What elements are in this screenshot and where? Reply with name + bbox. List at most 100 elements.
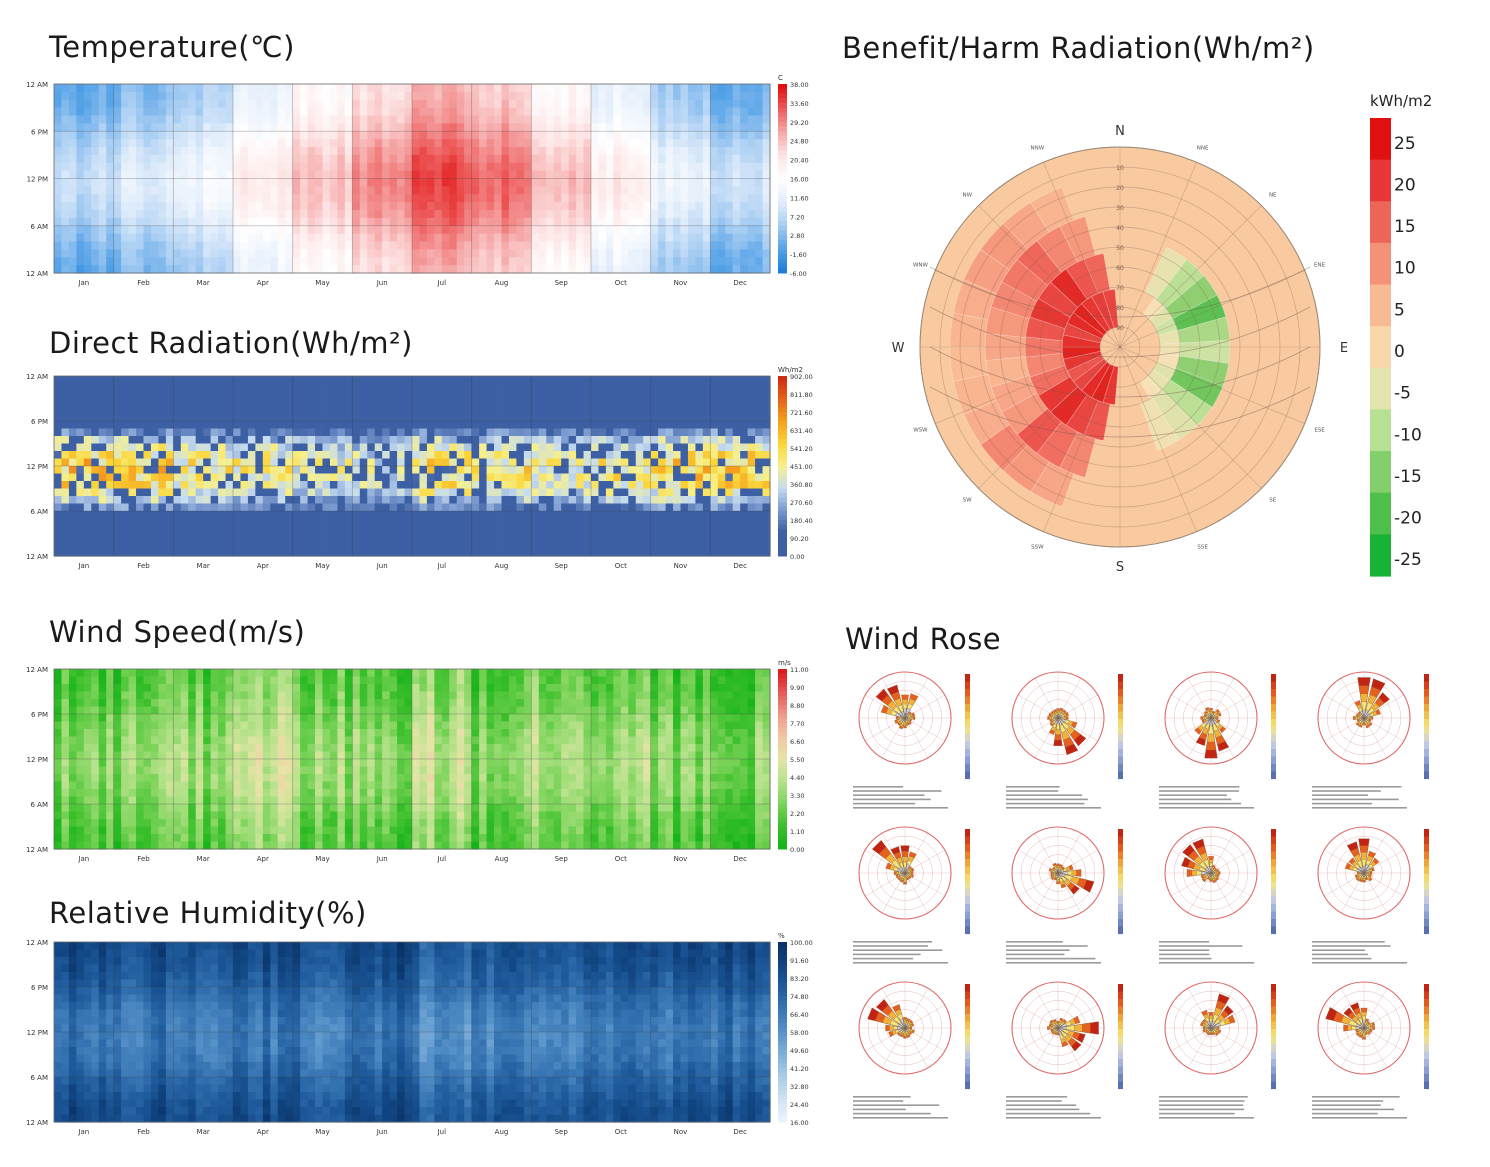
- temperature-cell: [158, 186, 167, 195]
- direct-cell: [531, 421, 540, 430]
- direct-cell: [695, 503, 704, 512]
- temperature-cell: [61, 107, 70, 117]
- temperature-cell: [255, 84, 264, 93]
- temperature-cell: [732, 131, 741, 140]
- direct-cell: [687, 436, 697, 445]
- wind-cell: [91, 804, 100, 813]
- direct-cell: [128, 436, 137, 445]
- direct-cell: [359, 488, 368, 497]
- direct-cell: [643, 481, 652, 490]
- temperature-cell: [665, 257, 674, 266]
- direct-cell: [680, 481, 689, 490]
- direct-legend-swatch: [778, 533, 787, 539]
- direct-cell: [576, 421, 585, 430]
- direct-cell: [523, 511, 532, 520]
- direct-cell: [441, 413, 450, 422]
- direct-legend-swatch: [778, 457, 787, 462]
- direct-cell: [419, 496, 428, 505]
- temperature-cell: [508, 202, 518, 211]
- temperature-cell: [382, 99, 391, 109]
- temperature-cell: [210, 84, 219, 93]
- direct-cell: [680, 436, 689, 445]
- direct-cell: [419, 458, 428, 467]
- temperature-cell: [605, 265, 614, 274]
- direct-cell: [419, 518, 428, 527]
- temperature-cell: [404, 154, 413, 164]
- direct-cell: [397, 406, 406, 415]
- direct-cell: [732, 398, 741, 407]
- direct-cell: [419, 473, 428, 482]
- wind-cell: [98, 766, 107, 775]
- direct-cell: [397, 383, 406, 392]
- temperature-cell: [337, 84, 346, 93]
- direct-cell: [419, 436, 428, 445]
- temperature-cell: [583, 115, 592, 124]
- direct-cell: [359, 421, 368, 430]
- temperature-cell: [150, 249, 160, 258]
- wind-cell: [68, 796, 77, 805]
- temperature-cell: [658, 154, 667, 164]
- direct-cell: [61, 473, 70, 482]
- temperature-cell: [76, 99, 85, 109]
- temperature-cell: [262, 147, 271, 156]
- temperature-cell: [128, 154, 137, 164]
- direct-cell: [531, 526, 540, 535]
- temperature-cell: [203, 265, 212, 274]
- temperature-cell: [740, 217, 749, 227]
- temperature-cell: [359, 139, 368, 148]
- temperature-cell: [486, 178, 495, 187]
- wind-cell: [54, 841, 63, 850]
- direct-cell: [456, 511, 465, 520]
- temperature-cell: [91, 154, 100, 164]
- temperature-cell: [449, 217, 458, 227]
- direct-cell: [531, 548, 540, 557]
- direct-cell: [277, 473, 286, 482]
- temperature-cell: [367, 225, 376, 235]
- direct-cell: [158, 548, 167, 557]
- direct-cell: [553, 428, 562, 437]
- temperature-cell: [605, 241, 614, 250]
- direct-cell: [628, 436, 637, 445]
- wind-cell: [106, 706, 115, 715]
- temperature-cell: [680, 154, 689, 164]
- temperature-cell: [546, 91, 555, 101]
- direct-cell: [650, 398, 659, 407]
- temperature-cell: [635, 265, 644, 274]
- direct-x-tick-label: Nov: [674, 562, 688, 570]
- direct-cell: [203, 548, 212, 557]
- temperature-cell: [479, 265, 488, 274]
- temperature-cell: [173, 131, 182, 140]
- direct-cell: [479, 466, 488, 475]
- temperature-cell: [628, 115, 637, 124]
- direct-cell: [650, 548, 659, 557]
- direct-cell: [188, 541, 197, 550]
- wind-cell: [83, 721, 92, 730]
- temperature-cell: [344, 265, 353, 274]
- direct-cell: [397, 391, 406, 400]
- direct-cell: [561, 541, 570, 550]
- direct-cell: [195, 511, 204, 520]
- direct-cell: [329, 488, 339, 497]
- temperature-cell: [434, 115, 443, 124]
- temperature-cell: [359, 170, 368, 180]
- temperature-cell: [486, 115, 495, 124]
- direct-cell: [98, 533, 107, 542]
- temperature-cell: [620, 194, 629, 203]
- direct-cell: [755, 443, 764, 452]
- direct-cell: [143, 421, 152, 430]
- temperature-cell: [523, 178, 532, 187]
- direct-cell: [113, 436, 122, 445]
- wind-cell: [76, 714, 85, 723]
- temperature-cell: [337, 202, 346, 211]
- direct-cell: [658, 391, 667, 400]
- direct-cell: [523, 473, 532, 482]
- temperature-cell: [434, 107, 443, 117]
- wind-cell: [76, 826, 85, 835]
- temperature-cell: [113, 115, 122, 124]
- temperature-cell: [270, 99, 279, 109]
- temperature-cell: [687, 210, 697, 219]
- temperature-legend-label: 29.20: [790, 119, 809, 127]
- temperature-cell: [180, 249, 189, 258]
- temperature-cell: [441, 194, 450, 203]
- temperature-cell: [665, 162, 674, 172]
